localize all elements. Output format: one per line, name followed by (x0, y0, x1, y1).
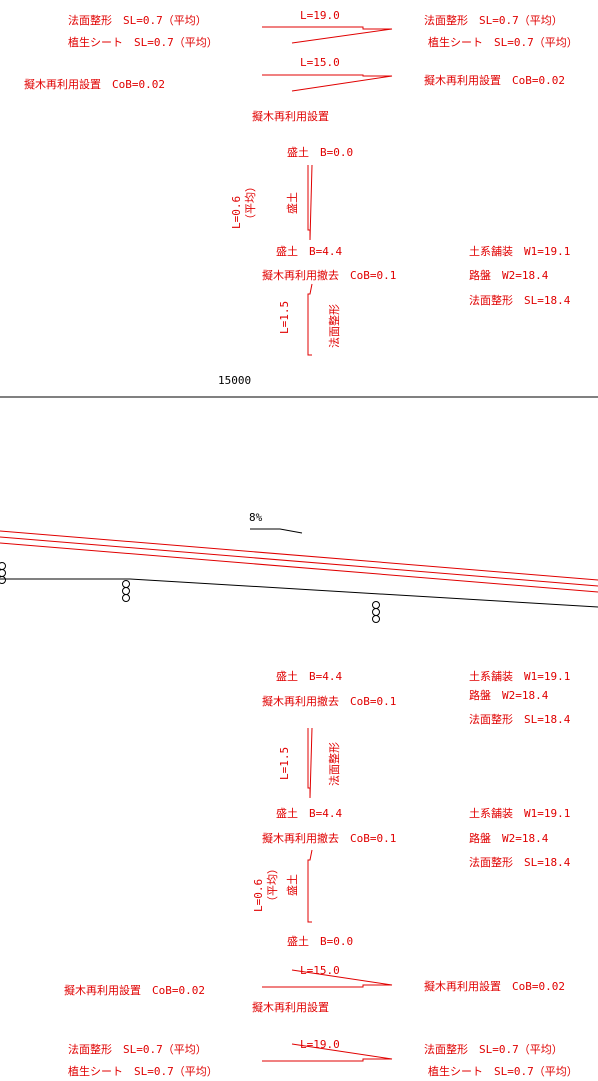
bottom-left-slope-1: 法面整形 SL=0.7（平均） (68, 1042, 207, 1056)
top-right-reuse: 擬木再利用設置 CoB=0.02 (424, 73, 565, 87)
bottom-center-reuse: 擬木再利用設置 (252, 1000, 329, 1014)
pile-marker-left (0, 562, 6, 584)
pavement-line-2 (0, 536, 598, 587)
top-vertical-length-avg: L=0.6 (230, 196, 243, 229)
top-right-slope-1: 法面整形 SL=0.7（平均） (424, 13, 563, 27)
top-arrow-fill (307, 164, 313, 241)
top-right-slope-2: 植生シート SL=0.7（平均） (428, 35, 578, 49)
bottom-paving-a: 土系舗装 W1=19.1 (469, 669, 570, 683)
bottom-length-lower: L=19.0 (300, 1038, 340, 1051)
top-slope-right: 法面整形 SL=18.4 (469, 293, 571, 307)
bottom-left-slope-2: 植生シート SL=0.7（平均） (68, 1064, 218, 1078)
top-arrow-lower (262, 74, 393, 92)
bottom-right-reuse: 擬木再利用設置 CoB=0.02 (424, 979, 565, 993)
top-length-upper: L=19.0 (300, 9, 340, 22)
bottom-fill-b0: 盛土 B=0.0 (287, 934, 353, 948)
bottom-fill-b44-b: 盛土 B=4.4 (276, 806, 342, 820)
top-arrow-upper (262, 26, 393, 44)
top-length-lower: L=15.0 (300, 56, 340, 69)
pile-marker-right (372, 601, 380, 623)
top-dimension: 15000 (218, 374, 251, 387)
bottom-right-slope-2: 植生シート SL=0.7（平均） (428, 1064, 578, 1078)
bottom-annotations: 盛土 B=4.4 擬木再利用撤去 CoB=0.1 土系舗装 W1=19.1 路盤… (64, 669, 578, 1078)
bottom-arrow-lower (262, 1043, 393, 1062)
bottom-roadbed-b: 路盤 W2=18.4 (469, 832, 549, 845)
bottom-roadbed-a: 路盤 W2=18.4 (469, 689, 549, 702)
profile: 8% (0, 511, 598, 623)
pavement-line-1 (0, 530, 598, 581)
bottom-arrow-slope (307, 727, 313, 799)
top-vertical-length: L=1.5 (278, 301, 291, 334)
bottom-arrow-fill (307, 849, 313, 923)
profile-grade-arrow (250, 528, 303, 534)
bottom-removal-b: 擬木再利用撤去 CoB=0.1 (262, 831, 396, 845)
top-roadbed: 路盤 W2=18.4 (469, 269, 549, 282)
bottom-slope-right-a: 法面整形 SL=18.4 (469, 712, 571, 726)
top-fill-b44: 盛土 B=4.4 (276, 244, 342, 258)
top-vertical-slope: 法面整形 (327, 304, 341, 348)
bottom-vertical-length-avg: L=0.6 (252, 879, 265, 912)
top-vertical-fill: 盛土 (285, 192, 299, 214)
pile-marker-center (122, 580, 130, 602)
top-removal: 擬木再利用撤去 CoB=0.1 (262, 268, 396, 282)
bottom-paving-b: 土系舗装 W1=19.1 (469, 806, 570, 820)
bottom-length-upper: L=15.0 (300, 964, 340, 977)
bottom-slope-right-b: 法面整形 SL=18.4 (469, 855, 571, 869)
top-left-reuse: 擬木再利用設置 CoB=0.02 (24, 77, 165, 91)
top-left-slope-2: 植生シート SL=0.7（平均） (68, 35, 218, 49)
top-arrow-slope (307, 283, 313, 356)
top-paving: 土系舗装 W1=19.1 (469, 244, 570, 258)
pavement-line-3 (0, 542, 598, 593)
bottom-left-reuse: 擬木再利用設置 CoB=0.02 (64, 983, 205, 997)
top-fill-b0: 盛土 B=0.0 (287, 145, 353, 159)
top-center-reuse: 擬木再利用設置 (252, 109, 329, 123)
bottom-fill-b44-a: 盛土 B=4.4 (276, 669, 342, 683)
bottom-vertical-slope: 法面整形 (327, 742, 341, 786)
bottom-arrow-upper (262, 969, 393, 988)
profile-grade: 8% (249, 511, 263, 524)
bottom-vertical-length: L=1.5 (278, 747, 291, 780)
bottom-vertical-avg-note: （平均） (266, 863, 279, 907)
bottom-vertical-fill: 盛土 (285, 874, 299, 896)
bottom-removal-a: 擬木再利用撤去 CoB=0.1 (262, 694, 396, 708)
top-vertical-avg-note: （平均） (244, 181, 257, 225)
top-left-slope-1: 法面整形 SL=0.7（平均） (68, 13, 207, 27)
top-annotations: 法面整形 SL=0.7（平均） 植生シート SL=0.7（平均） 法面整形 SL… (0, 9, 598, 398)
ground-line (0, 578, 598, 608)
bottom-right-slope-1: 法面整形 SL=0.7（平均） (424, 1042, 563, 1056)
